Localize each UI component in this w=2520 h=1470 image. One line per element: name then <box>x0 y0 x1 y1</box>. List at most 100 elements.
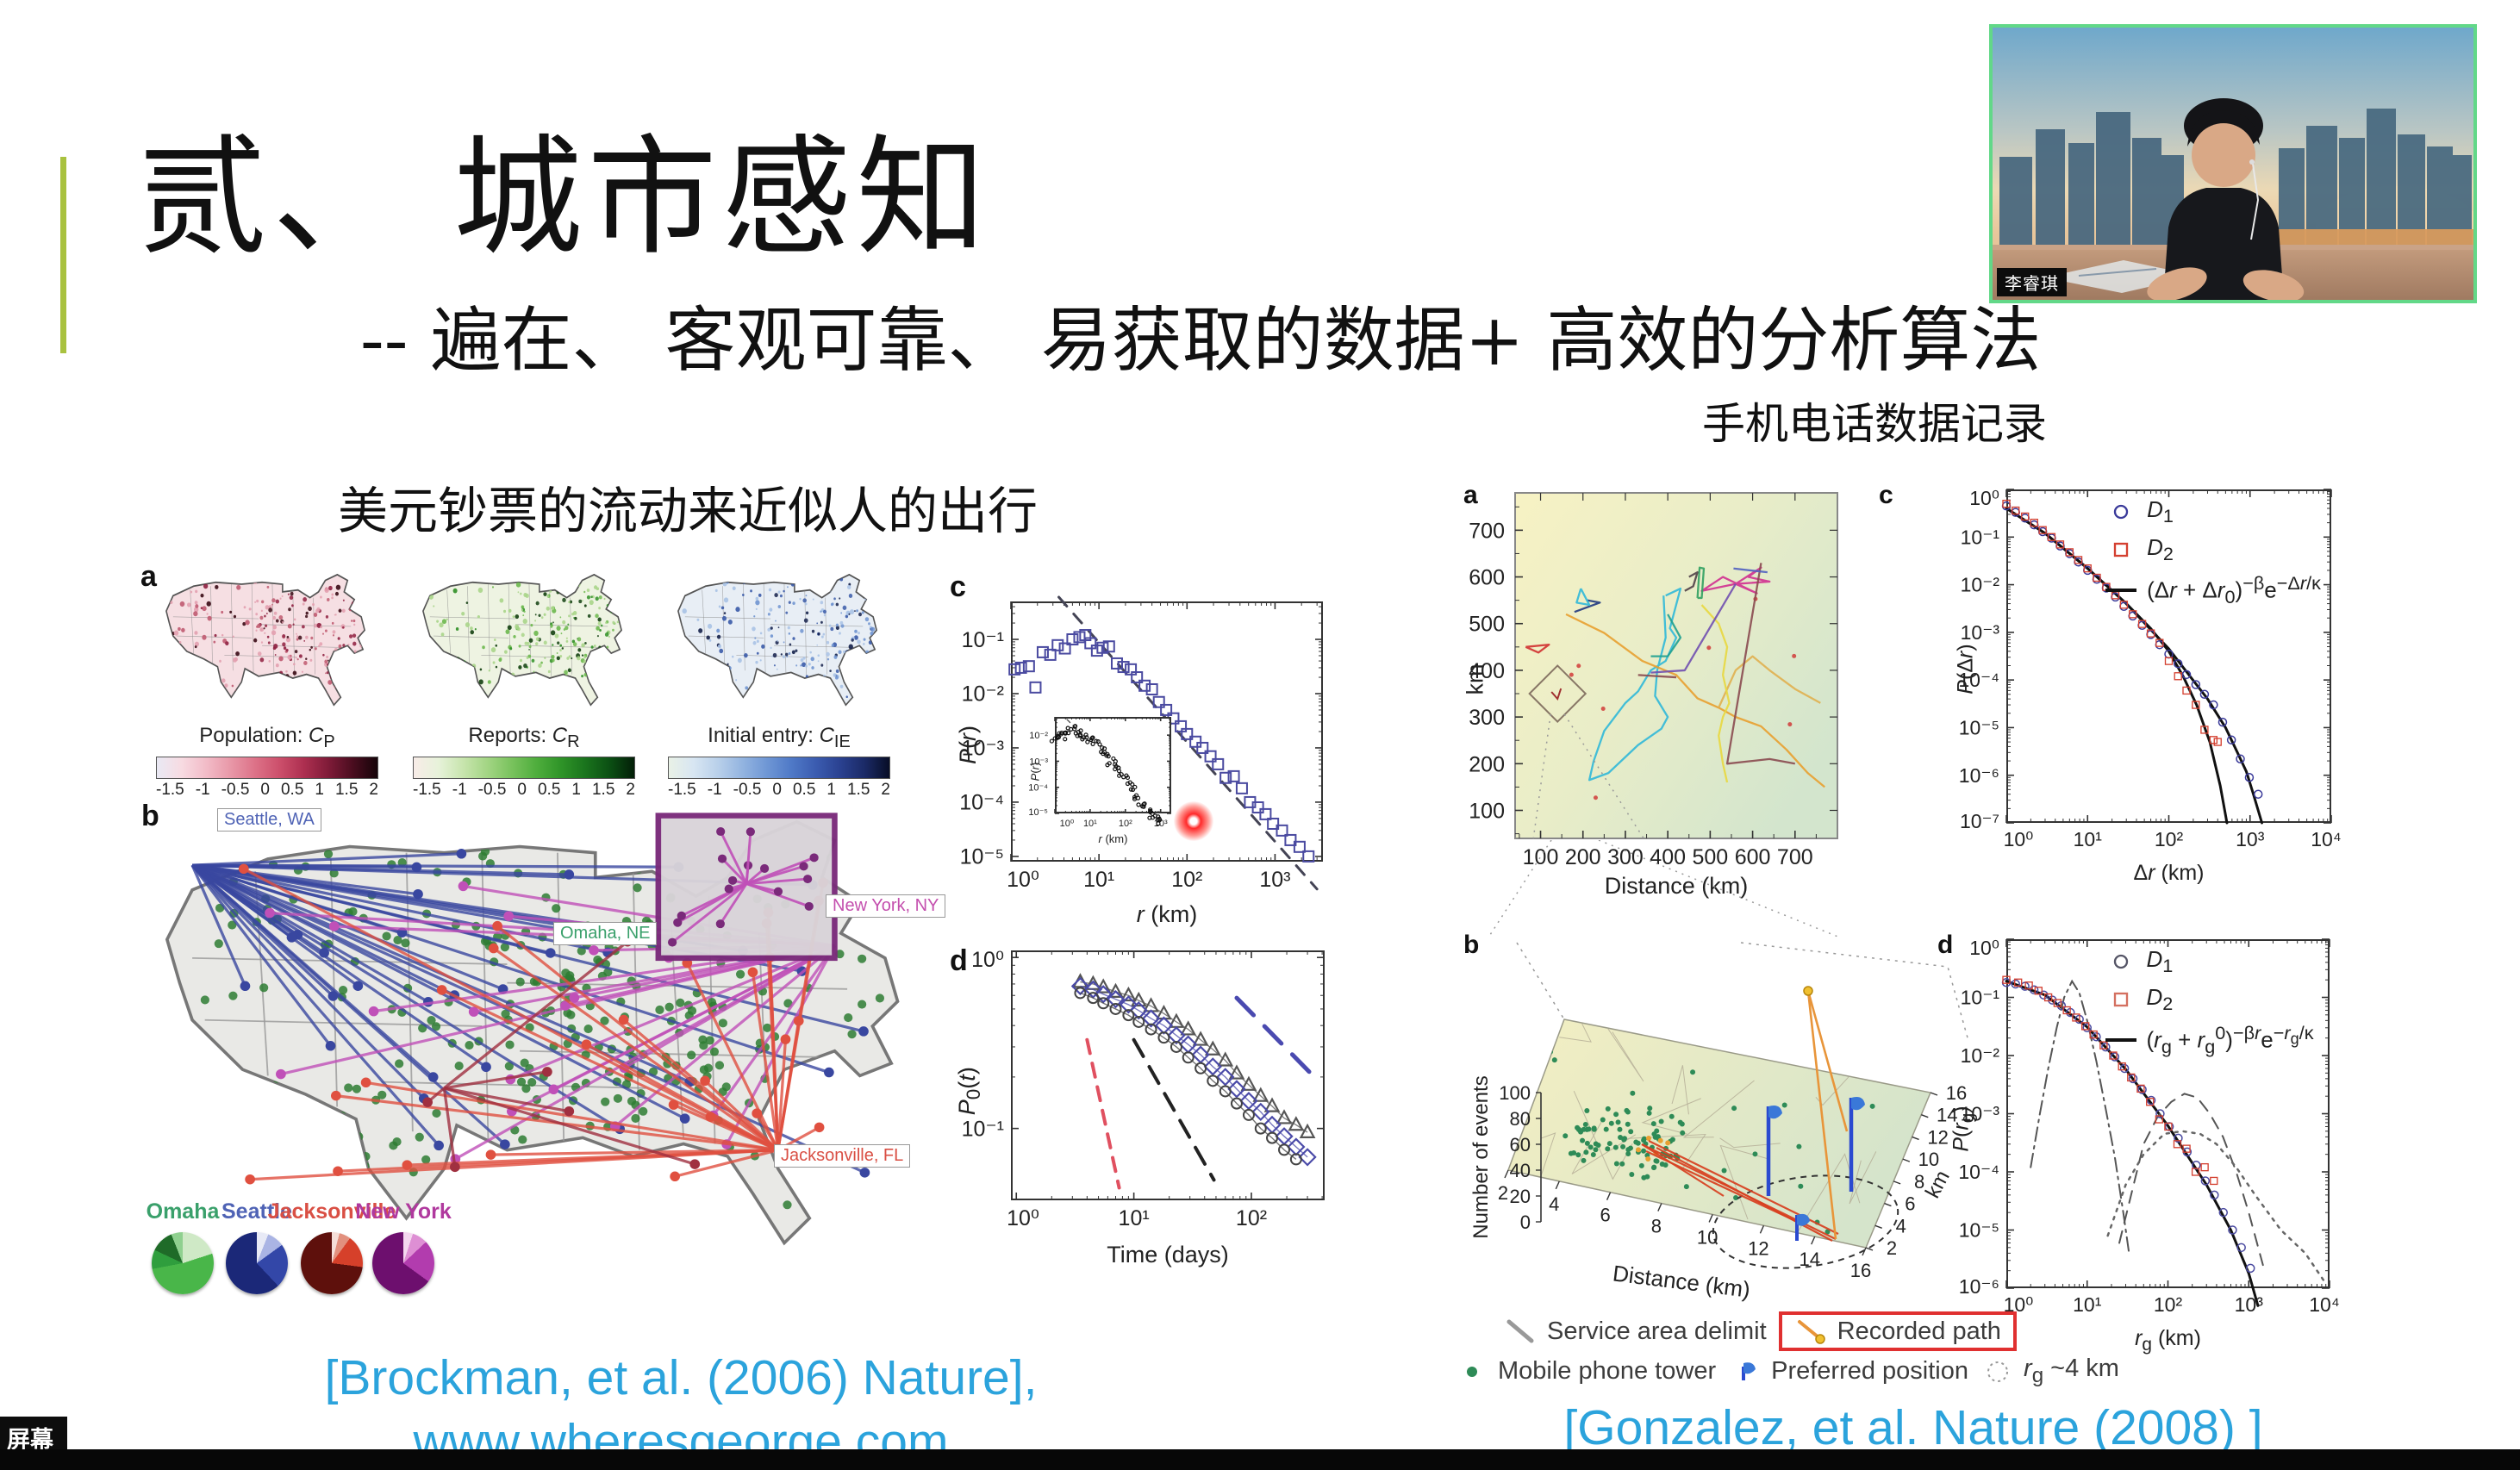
svg-text:300: 300 <box>1607 845 1644 869</box>
city-label: Seattle, WA <box>217 808 321 832</box>
svg-text:60: 60 <box>1510 1134 1531 1155</box>
svg-text:600: 600 <box>1469 566 1505 590</box>
service-area-delimit-icon <box>1506 1319 1534 1343</box>
svg-text:14: 14 <box>1937 1105 1957 1126</box>
y-axis-label: P(r) <box>955 725 982 765</box>
gonzalez-panel-b-legend-row1: Service area delimit Recorded path <box>1504 1311 2017 1351</box>
choropleth-map-column: Reports: CR -1.5 -1 -0.5 0 0.5 1 1.5 2 <box>413 567 635 800</box>
legend-item: D1 <box>2104 496 2321 527</box>
svg-text:16: 16 <box>1850 1260 1871 1281</box>
y-axis-label: P(r) <box>1028 762 1042 782</box>
brockman-citation-line1: [Brockman, et al. (2006) Nature], <box>324 1350 1038 1405</box>
svg-text:14: 14 <box>1799 1249 1819 1270</box>
svg-text:2: 2 <box>1887 1237 1897 1259</box>
plot-legend: D1 D2 (rg + rg0)−βre−rg/κ <box>2104 946 2314 1065</box>
svg-text:10¹: 10¹ <box>2074 828 2103 850</box>
svg-text:10⁻⁵: 10⁻⁵ <box>1959 716 1999 738</box>
brockman-panel-c-letter: c <box>950 570 966 603</box>
colorbar-ticks: -1.5 -1 -0.5 0 0.5 1 1.5 2 <box>156 780 378 799</box>
svg-text:10⁰: 10⁰ <box>2004 828 2034 850</box>
phone-data-section-label: 手机电话数据记录 <box>1702 399 2047 449</box>
map-caption: Reports: CR <box>468 724 580 751</box>
svg-text:10⁻³: 10⁻³ <box>1961 1103 2000 1125</box>
preferred-position-icon <box>1742 1362 1756 1381</box>
svg-text:10⁻⁴: 10⁻⁴ <box>1958 669 1999 691</box>
svg-text:8: 8 <box>1914 1171 1924 1193</box>
x-axis-label: rg (km) <box>2135 1326 2201 1355</box>
svg-text:400: 400 <box>1650 845 1686 869</box>
colorbar <box>668 756 890 779</box>
legend-item: (Δr + Δr0)−βe−Δr/κ <box>2105 572 2321 607</box>
svg-text:16: 16 <box>1946 1082 1967 1104</box>
figure-legend-item: Recorded path <box>1778 1311 2017 1351</box>
slide-subtitle: -- 遍在、 客观可靠、 易获取的数据+ 高效的分析算法 <box>360 300 2042 382</box>
svg-text:10: 10 <box>1918 1149 1939 1170</box>
figure-legend-item: Service area delimit <box>1504 1317 1767 1346</box>
gonzalez-panel-b-legend-row2: Mobile phone tower Preferred position rg ~… <box>1455 1355 2119 1388</box>
figure-legend-item: Preferred position <box>1728 1356 1968 1386</box>
taskbar <box>0 1449 2520 1470</box>
choropleth-map-column: Population: CP -1.5 -1 -0.5 0 0.5 1 1.5 2 <box>156 567 378 800</box>
svg-text:10²: 10² <box>1171 868 1202 892</box>
svg-text:8: 8 <box>1651 1216 1662 1237</box>
svg-text:10⁻²: 10⁻² <box>962 682 1004 707</box>
svg-text:10⁻⁷: 10⁻⁷ <box>1960 810 1999 832</box>
svg-text:10⁰: 10⁰ <box>1969 487 1999 509</box>
svg-text:6: 6 <box>1600 1205 1610 1226</box>
brockman-panel-d-letter: d <box>950 944 968 977</box>
brockman-panel-a-letter: a <box>140 560 157 593</box>
slide-title: 贰、 城市感知 <box>138 123 991 273</box>
svg-text:700: 700 <box>1777 845 1813 869</box>
svg-text:400: 400 <box>1469 659 1505 683</box>
svg-text:200: 200 <box>1565 845 1601 869</box>
svg-text:10⁰: 10⁰ <box>971 948 1004 972</box>
svg-text:10⁻⁶: 10⁻⁶ <box>1959 1275 1999 1298</box>
svg-text:12: 12 <box>1927 1126 1948 1148</box>
svg-text:10⁰: 10⁰ <box>1007 1206 1039 1230</box>
mobile-phone-tower-icon <box>1467 1367 1477 1378</box>
dollar-bill-section-label: 美元钞票的流动来近似人的出行 <box>338 482 1039 540</box>
svg-text:10⁻²: 10⁻² <box>1961 1044 2000 1067</box>
legend-item: D2 <box>2104 984 2314 1015</box>
svg-text:200: 200 <box>1469 752 1505 776</box>
pie-chart <box>152 1232 214 1294</box>
gonzalez-panel-b-letter: b <box>1463 931 1480 959</box>
city-label: Omaha, NE <box>553 922 658 945</box>
brockman-travel-map <box>129 797 948 1292</box>
x-axis-label: Time (days) <box>1107 1242 1229 1268</box>
svg-text:600: 600 <box>1735 845 1771 869</box>
svg-text:10²: 10² <box>2155 828 2184 850</box>
svg-text:10⁻⁶: 10⁻⁶ <box>1959 764 1999 787</box>
city-label: Jacksonville, FL <box>774 1144 911 1168</box>
svg-text:20: 20 <box>1510 1186 1531 1207</box>
gonzalez-panel-b-3d-plot: 0 20 40 60 80 100 Number of events 2 4 6 8 10 12 14 16… <box>1465 937 1974 1315</box>
plot-legend: D1 D2 (Δr + Δr0)−βe−Δr/κ <box>2104 496 2321 615</box>
svg-text:10⁻⁵: 10⁻⁵ <box>1028 807 1048 818</box>
panel-link-dashed-lines <box>1469 839 1974 938</box>
svg-text:10⁰: 10⁰ <box>1007 868 1039 892</box>
colorbar-ticks: -1.5 -1 -0.5 0 0.5 1 1.5 2 <box>413 780 635 799</box>
presenter-name-tag: 李睿琪 <box>1997 268 2067 296</box>
figure-legend-item: rg ~4 km <box>1980 1355 2119 1388</box>
recorded-path-icon <box>1797 1320 1825 1344</box>
svg-text:500: 500 <box>1693 845 1729 869</box>
svg-text:10¹: 10¹ <box>1083 819 1097 829</box>
svg-text:10⁻⁵: 10⁻⁵ <box>1959 1219 1999 1242</box>
title-accent-bar <box>60 157 66 353</box>
svg-text:10²: 10² <box>1119 819 1132 829</box>
brockman-panel-c-inset-plot: 10⁰ 10¹ 10² 10³ 10⁻⁵ 10⁻⁴ 10⁻³ 10⁻² r (km) P(r) <box>1028 717 1171 845</box>
brockman-panel-b-letter: b <box>141 800 159 832</box>
y-axis-label: P0(t) <box>953 1067 985 1116</box>
brockman-panel-d-plot: 10⁰ 10¹ 10² 10⁻¹ 10⁰ Time (days) P0(t) <box>954 948 1325 1268</box>
y-axis-label: P(Δr) <box>1953 643 1978 695</box>
svg-text:10⁻¹: 10⁻¹ <box>962 1117 1004 1141</box>
svg-text:6: 6 <box>1905 1193 1915 1215</box>
svg-text:10¹: 10¹ <box>1119 1206 1150 1230</box>
pie-label: Omaha <box>146 1199 220 1224</box>
svg-text:10⁻¹: 10⁻¹ <box>1961 526 2000 548</box>
svg-text:Distance (km): Distance (km) <box>1612 1260 1752 1302</box>
webcam-virtual-background <box>1993 28 2473 300</box>
legend-item: D2 <box>2104 534 2321 565</box>
map-caption: Initial entry: CIE <box>708 724 851 751</box>
svg-text:10⁻²: 10⁻² <box>1961 574 2000 596</box>
